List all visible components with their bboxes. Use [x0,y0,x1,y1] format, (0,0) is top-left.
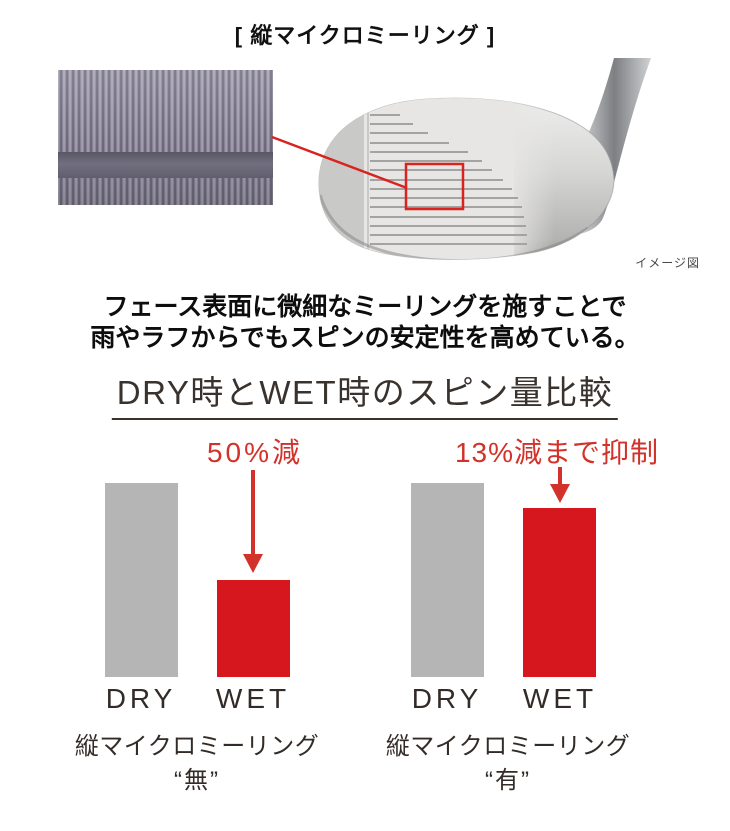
annotation-left-50pct: 50%減 [206,437,304,468]
description-line1: フェース表面に微細なミーリングを施すことで [103,293,627,321]
texture-groove-band [58,152,273,178]
group-caption-left: 縦マイクロミーリング [74,733,320,760]
group-caption-sub-left: “無” [174,767,220,794]
face-grooves [370,114,527,245]
bar-dry-without-milling [105,483,178,677]
axis-label-dry-right: DRY [411,683,483,714]
image-note-label: イメージ図 [635,256,700,270]
highlight-rectangle [404,162,465,211]
axis-label-wet-left: WET [215,683,291,714]
down-arrow-left-head [243,554,263,573]
down-arrow-left-stem [251,470,255,556]
down-arrow-right-stem [558,467,562,485]
bar-wet-without-milling [217,580,290,677]
chart-title: DRY時とWET時のスピン量比較 [111,366,619,420]
callout-line [271,135,408,190]
group-caption-right: 縦マイクロミーリング [385,733,631,760]
texture-shading [58,70,273,205]
bar-dry-with-milling [411,483,484,677]
page-title: [ 縦マイクロミーリング ] [234,23,496,48]
axis-label-wet-right: WET [522,683,598,714]
annotation-right-13pct: 13%減まで抑制 [454,437,660,468]
golf-club-illustration [271,58,651,260]
milled-texture-photo [58,70,273,205]
bar-chart-canvas [0,420,730,677]
description-text: フェース表面に微細なミーリングを施すことで 雨やラフからでもスピンの安定性を高めて… [0,292,730,354]
down-arrow-right-head [550,484,570,503]
axis-label-dry-left: DRY [105,683,177,714]
group-caption-sub-right: “有” [485,767,531,794]
description-line2: 雨やラフからでもスピンの安定性を高めている。 [90,324,640,352]
bar-wet-with-milling [523,508,596,677]
